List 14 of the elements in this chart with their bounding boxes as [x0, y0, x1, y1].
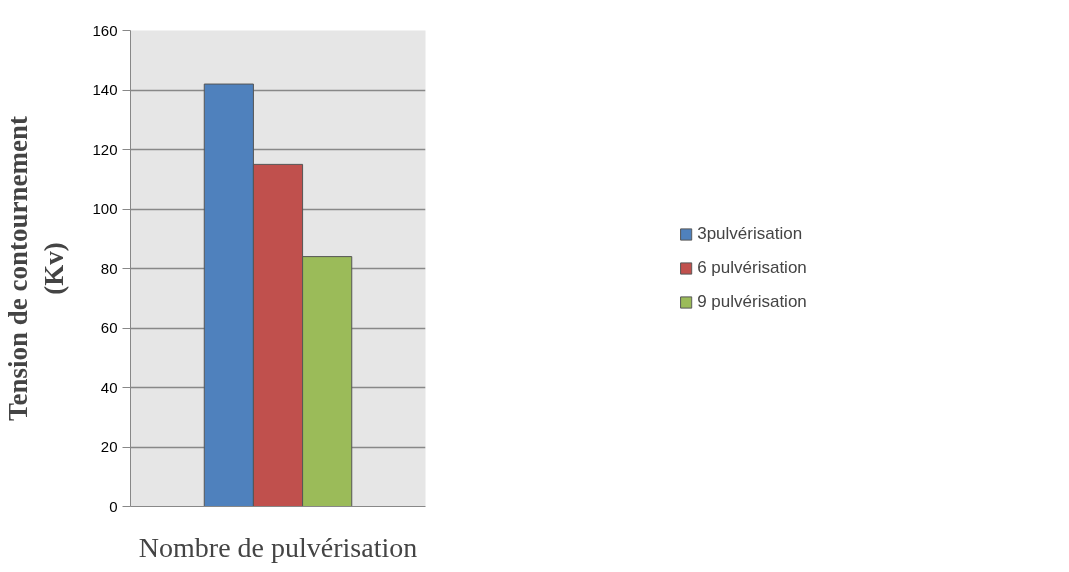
- y-tick-label: 20: [100, 438, 118, 455]
- y-tick-label: 160: [92, 21, 118, 39]
- y-tick-label: 80: [100, 259, 118, 277]
- legend-label: 3pulvérisation: [697, 224, 803, 244]
- legend-label: 6 pulvérisation: [697, 258, 807, 278]
- y-tick-label: 140: [92, 81, 118, 98]
- y-tick-label: 100: [92, 200, 118, 217]
- legend-label: 9 pulvérisation: [697, 292, 807, 312]
- y-axis-title: Tension de contournement (Kv): [3, 115, 70, 422]
- y-tick-label: 120: [92, 140, 118, 158]
- x-axis-title: Nombre de pulvérisation: [138, 531, 418, 563]
- y-tick-label: 0: [109, 497, 118, 515]
- y-tick-label: 60: [100, 319, 118, 336]
- y-tick-label: 40: [100, 378, 118, 396]
